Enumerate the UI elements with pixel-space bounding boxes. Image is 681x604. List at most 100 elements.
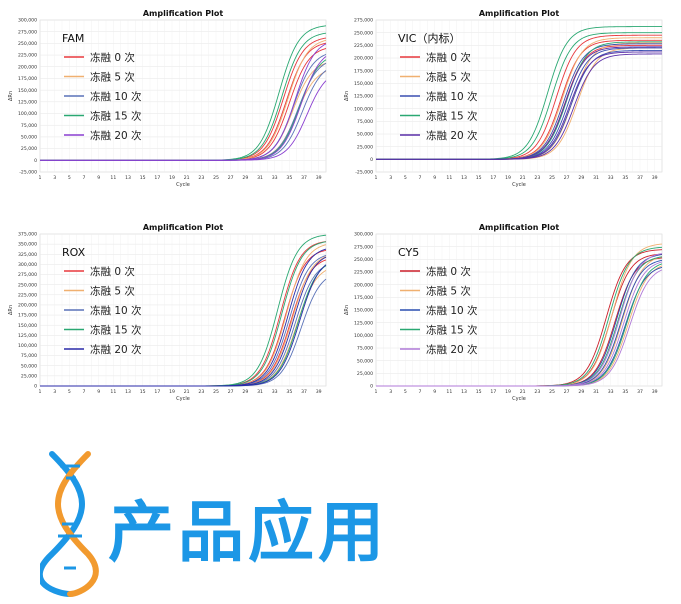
- x-tick-label: 27: [228, 175, 234, 181]
- amplification-curve: [376, 269, 663, 387]
- legend-item: 冻融 20 次: [90, 343, 142, 356]
- y-tick-label: 225,000: [18, 53, 37, 59]
- x-tick-label: 37: [301, 175, 307, 181]
- x-tick-label: 11: [446, 175, 452, 181]
- x-axis-label: Cycle: [176, 182, 190, 188]
- x-tick-label: 21: [184, 175, 190, 181]
- chart-rox: Amplification Plot 0 25,000 50,000 75,000 100…: [0, 222, 332, 418]
- x-tick-label: 1: [39, 175, 42, 181]
- x-tick-label: 9: [433, 175, 436, 181]
- amplification-plot-svg: Amplification Plot 0 25,000 50,000 75,000 100…: [344, 223, 663, 402]
- legend-item: 冻融 5 次: [90, 285, 135, 298]
- x-tick-label: 33: [272, 389, 278, 395]
- y-axis-label: ΔRn: [8, 91, 14, 101]
- y-tick-label: 75,000: [21, 353, 37, 359]
- x-tick-label: 13: [125, 389, 131, 395]
- x-tick-label: 23: [534, 175, 540, 181]
- dye-label: ROX: [62, 246, 86, 259]
- x-tick-label: 39: [652, 175, 658, 181]
- y-tick-label: 50,000: [357, 132, 373, 138]
- legend-item: 冻融 0 次: [426, 265, 471, 278]
- legend-item: 冻融 0 次: [426, 51, 471, 64]
- y-tick-label: 125,000: [18, 333, 37, 339]
- x-tick-label: 3: [389, 175, 392, 181]
- y-tick-label: 125,000: [354, 320, 373, 326]
- legend-item: 冻融 10 次: [90, 304, 142, 317]
- y-tick-label: 125,000: [354, 94, 373, 100]
- x-tick-label: 5: [404, 389, 407, 395]
- legend-item: 冻融 15 次: [90, 324, 142, 337]
- x-tick-label: 5: [68, 389, 71, 395]
- x-tick-label: 15: [476, 389, 482, 395]
- x-tick-label: 39: [652, 389, 658, 395]
- chart-cy5: Amplification Plot 0 25,000 50,000 75,000 100…: [336, 222, 668, 418]
- y-tick-label: 0: [370, 157, 373, 163]
- x-axis-label: Cycle: [512, 182, 526, 188]
- y-axis-label: ΔRn: [8, 305, 14, 315]
- x-tick-label: 35: [286, 175, 292, 181]
- y-tick-label: 225,000: [18, 292, 37, 298]
- x-tick-label: 23: [198, 175, 204, 181]
- x-tick-label: 21: [184, 389, 190, 395]
- y-tick-label: 250,000: [18, 41, 37, 47]
- x-tick-label: 31: [257, 175, 263, 181]
- legend-item: 冻融 0 次: [90, 51, 135, 64]
- y-tick-label: 75,000: [21, 123, 37, 129]
- y-tick-label: 275,000: [354, 244, 373, 250]
- x-tick-label: 37: [637, 175, 643, 181]
- x-tick-label: 19: [505, 389, 511, 395]
- x-tick-label: 25: [213, 175, 219, 181]
- x-tick-label: 33: [272, 175, 278, 181]
- x-tick-label: 17: [490, 175, 496, 181]
- y-tick-label: 200,000: [354, 56, 373, 62]
- x-tick-label: 17: [490, 389, 496, 395]
- y-tick-label: 100,000: [354, 333, 373, 339]
- amplification-plot-svg: Amplification Plot 0 25,000 50,000 75,000 100…: [8, 223, 327, 402]
- y-tick-label: 25,000: [21, 146, 37, 152]
- x-tick-label: 31: [257, 389, 263, 395]
- amplification-curve: [40, 264, 327, 387]
- y-tick-label: 250,000: [354, 257, 373, 263]
- y-tick-label: 225,000: [354, 270, 373, 276]
- y-tick-label: 75,000: [357, 119, 373, 125]
- x-tick-label: 7: [419, 389, 422, 395]
- y-tick-label: 175,000: [354, 295, 373, 301]
- x-tick-label: 35: [286, 389, 292, 395]
- legend-item: 冻融 15 次: [426, 324, 478, 337]
- x-tick-label: 29: [578, 389, 584, 395]
- x-tick-label: 5: [404, 175, 407, 181]
- y-tick-label: 200,000: [354, 282, 373, 288]
- amplification-curve: [40, 80, 327, 161]
- legend-item: 冻融 0 次: [90, 265, 135, 278]
- x-tick-label: 5: [68, 175, 71, 181]
- x-tick-label: 3: [53, 175, 56, 181]
- y-axis-label: ΔRn: [344, 91, 350, 101]
- x-tick-label: 11: [446, 389, 452, 395]
- y-tick-label: 200,000: [18, 64, 37, 70]
- x-tick-label: 21: [520, 389, 526, 395]
- y-axis-label: ΔRn: [344, 305, 350, 315]
- x-tick-label: 15: [476, 175, 482, 181]
- x-tick-label: 25: [549, 175, 555, 181]
- y-tick-label: 250,000: [18, 282, 37, 288]
- y-tick-label: 150,000: [354, 308, 373, 314]
- x-tick-label: 7: [419, 175, 422, 181]
- y-tick-label: 300,000: [18, 18, 37, 24]
- y-tick-label: 75,000: [357, 346, 373, 352]
- y-tick-label: 50,000: [357, 358, 373, 364]
- legend-item: 冻融 5 次: [90, 71, 135, 84]
- x-tick-label: 37: [301, 389, 307, 395]
- banner-title: 产品应用: [108, 494, 388, 571]
- y-tick-label: 175,000: [354, 68, 373, 74]
- x-tick-label: 39: [316, 389, 322, 395]
- x-tick-label: 3: [389, 389, 392, 395]
- legend-item: 冻融 5 次: [426, 285, 471, 298]
- x-tick-label: 19: [169, 389, 175, 395]
- legend-item: 冻融 10 次: [426, 90, 478, 103]
- x-tick-label: 25: [213, 389, 219, 395]
- chart-title: Amplification Plot: [143, 9, 223, 18]
- amplification-plot-svg: Amplification Plot-25,000025,00050,00075…: [8, 9, 327, 188]
- chart-title: Amplification Plot: [479, 9, 559, 18]
- chart-title: Amplification Plot: [143, 223, 223, 232]
- y-tick-label: 150,000: [354, 81, 373, 87]
